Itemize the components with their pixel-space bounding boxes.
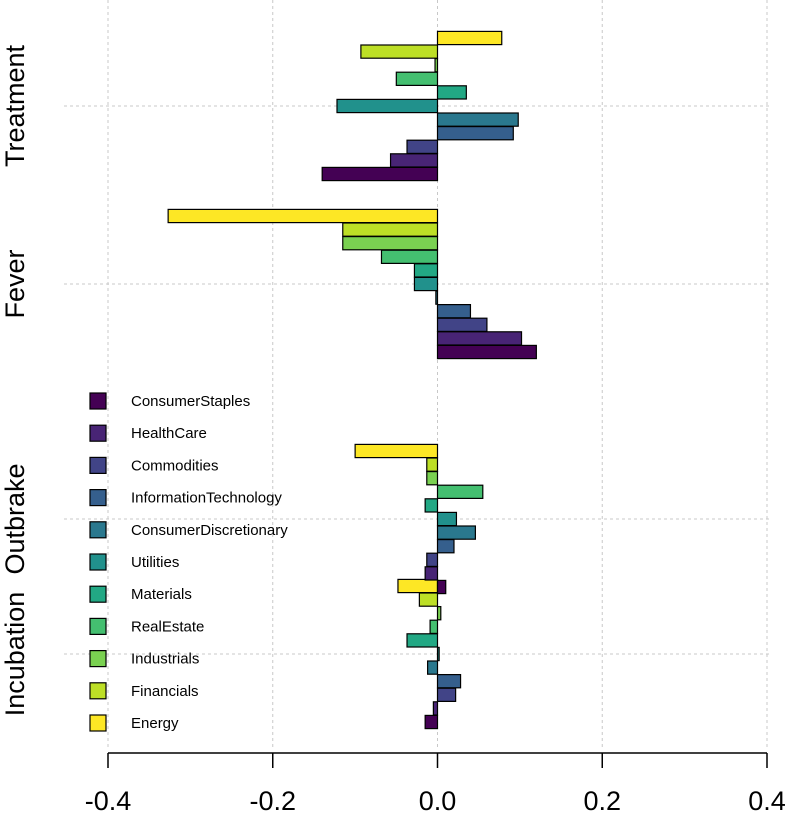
bar-outbrake-real-estate: [436, 484, 484, 500]
bar-outbrake-utilities: [436, 511, 458, 527]
bars: [167, 30, 537, 730]
legend-label-health-care: HealthCare: [131, 425, 207, 442]
bar-fever-utilities: [413, 276, 439, 292]
bar-fever-consumer-staples: [436, 344, 537, 360]
bar-fever-industrials: [342, 236, 439, 251]
group-label-fever: Fever: [0, 249, 30, 318]
legend-label-real-estate: RealEstate: [131, 618, 204, 635]
bar-treatment-commodities: [406, 139, 439, 154]
bar-incubation-consumer-staples: [424, 714, 439, 730]
bar-treatment-consumer-discretionary: [436, 112, 519, 127]
legend: ConsumerStaples HealthCare Commodities Info…: [89, 392, 288, 732]
bar-outbrake-health-care: [424, 566, 439, 581]
bar-treatment-materials: [436, 85, 467, 100]
bar-treatment-health-care: [389, 153, 439, 168]
bar-outbrake-materials: [424, 498, 439, 513]
bar-outbrake-consumer-discretionary: [436, 525, 476, 540]
legend-swatch-consumer-discretionary: [89, 521, 107, 539]
legend-swatch-materials: [89, 585, 107, 603]
legend-label-energy: Energy: [131, 715, 179, 732]
x-tick-label: 0.0: [419, 786, 457, 816]
x-tick-label: -0.2: [249, 786, 296, 816]
bar-fever-materials: [413, 263, 439, 278]
group-label-incubation: Incubation: [0, 592, 30, 717]
bar-outbrake-financials: [426, 457, 439, 472]
legend-swatch-financials: [89, 682, 107, 700]
group-label-treatment: Treatment: [0, 44, 30, 167]
bar-incubation-industrials: [436, 605, 442, 621]
bar-incubation-financials: [418, 592, 439, 607]
legend-swatch-consumer-staples: [89, 392, 107, 410]
bar-fever-consumer-discretionary: [435, 290, 439, 305]
bar-fever-information-technology: [436, 304, 472, 319]
bar-outbrake-energy: [354, 443, 439, 459]
x-tick-label: 0.2: [583, 786, 621, 816]
legend-swatch-real-estate: [89, 617, 107, 636]
bar-treatment-consumer-staples: [321, 166, 439, 182]
legend-label-industrials: Industrials: [131, 651, 199, 668]
x-tick-label: -0.4: [85, 786, 132, 816]
bar-treatment-utilities: [336, 98, 439, 114]
x-tick-label: 0.4: [748, 786, 786, 816]
bar-incubation-information-technology: [436, 673, 462, 689]
legend-swatch-health-care: [89, 424, 107, 442]
bar-incubation-health-care: [432, 701, 439, 716]
bar-outbrake-information-technology: [436, 538, 455, 554]
bar-fever-real-estate: [380, 249, 439, 264]
x-axis: -0.4 -0.2 0.0 0.2 0.4: [85, 752, 786, 816]
legend-swatch-commodities: [89, 456, 107, 474]
bar-incubation-consumer-discretionary: [427, 660, 439, 675]
bar-incubation-real-estate: [429, 619, 439, 635]
bar-outbrake-commodities: [426, 552, 439, 568]
bar-outbrake-consumer-staples: [436, 579, 447, 595]
legend-label-utilities: Utilities: [131, 554, 179, 571]
bar-treatment-real-estate: [395, 71, 439, 86]
legend-label-materials: Materials: [131, 586, 192, 603]
legend-label-information-technology: InformationTechnology: [131, 490, 282, 507]
bar-incubation-energy: [397, 578, 439, 594]
bar-fever-commodities: [436, 317, 488, 333]
bar-fever-health-care: [436, 331, 523, 346]
bar-incubation-commodities: [436, 687, 457, 703]
bar-treatment-energy: [436, 30, 503, 46]
legend-swatch-utilities: [89, 553, 107, 571]
legend-label-commodities: Commodities: [131, 457, 219, 474]
bar-outbrake-industrials: [426, 471, 439, 486]
legend-label-consumer-discretionary: ConsumerDiscretionary: [131, 522, 288, 539]
bar-treatment-information-technology: [436, 125, 514, 141]
legend-swatch-energy: [89, 714, 107, 732]
legend-swatch-industrials: [89, 649, 107, 668]
bar-fever-financials: [342, 222, 439, 237]
legend-swatch-information-technology: [89, 489, 107, 507]
bar-incubation-utilities: [436, 646, 440, 662]
group-label-outbrake: Outbrake: [0, 463, 30, 574]
group-labels: Incubation Outbrake Fever Treatment: [0, 44, 30, 716]
legend-label-financials: Financials: [131, 683, 199, 700]
legend-label-consumer-staples: ConsumerStaples: [131, 393, 250, 410]
grid-lines: [64, 0, 770, 748]
bar-treatment-financials: [360, 44, 439, 59]
bar-incubation-materials: [406, 633, 439, 648]
bar-fever-energy: [167, 208, 439, 224]
bar-treatment-industrials: [434, 57, 439, 73]
